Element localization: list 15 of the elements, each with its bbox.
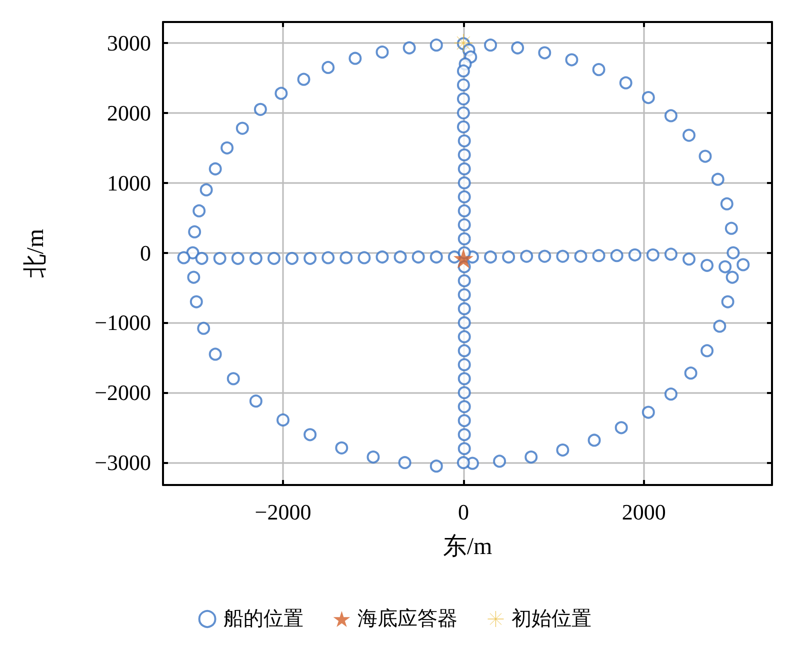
y-tick-label: 1000 [107,170,151,196]
x-tick-label: 2000 [622,500,666,524]
y-tick-label: −1000 [94,310,151,336]
y-tick-label: −3000 [94,450,151,476]
x-tick-label: 0 [458,500,469,524]
y-tick-label: 0 [140,240,151,266]
y-tick-label: −2000 [94,380,151,406]
legend-label: 初始位置 [512,608,592,630]
legend-label: 船的位置 [223,608,304,630]
x-axis-title: 东/m [442,533,492,560]
y-tick-label: 3000 [107,30,151,56]
x-tick-label: −2000 [254,500,312,524]
y-tick-label: 2000 [107,100,151,126]
legend-label: 海底应答器 [358,608,458,630]
y-axis-title: 北/m [23,228,49,278]
